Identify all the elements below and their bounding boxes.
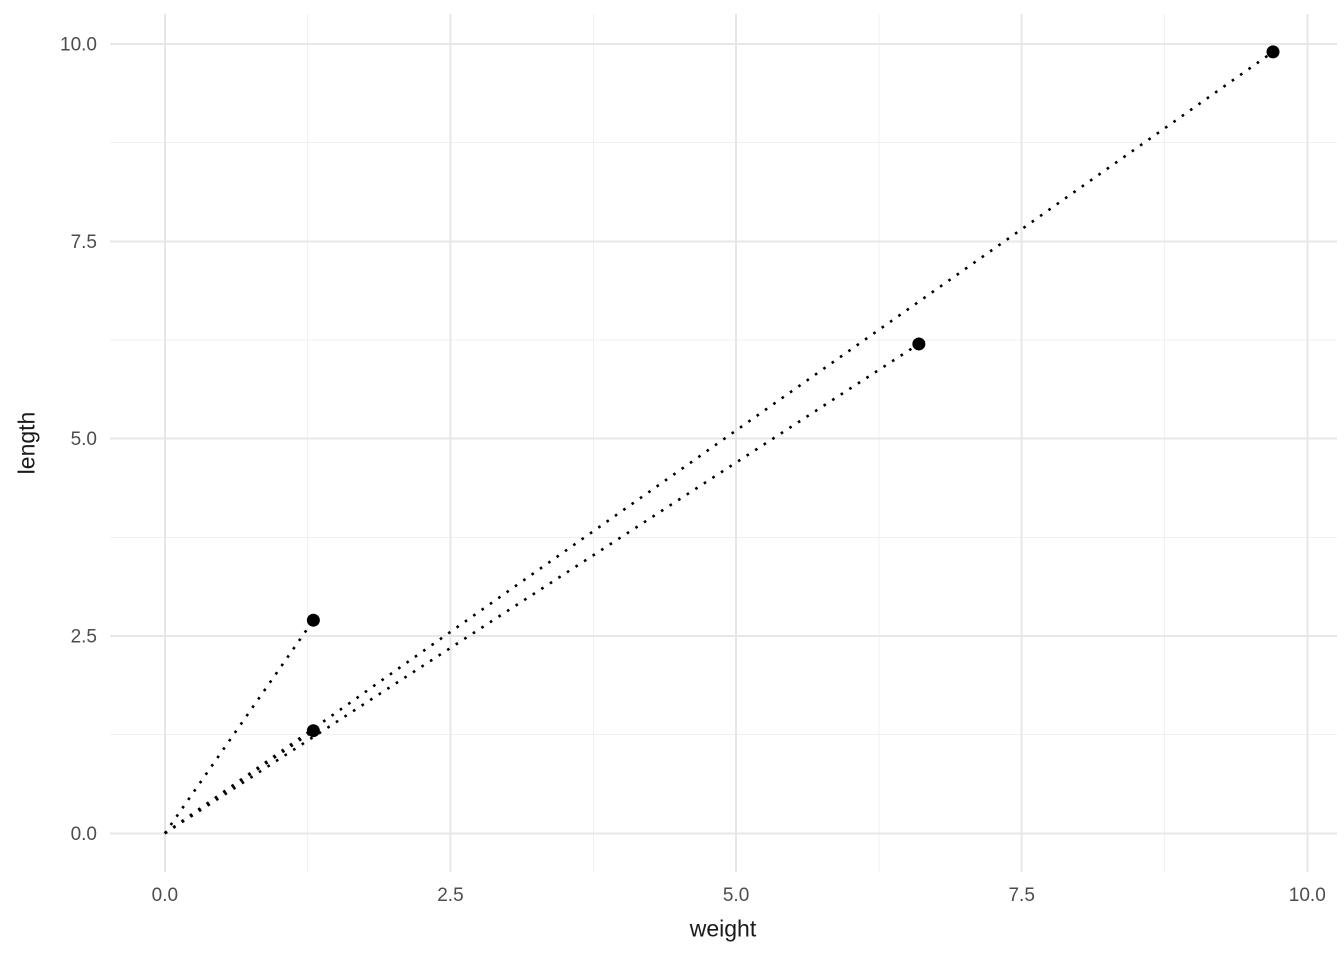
- x-tick-label: 10.0: [1289, 885, 1326, 906]
- x-axis-title: weight: [689, 915, 757, 942]
- origin-segment: [164, 342, 920, 835]
- data-point: [912, 337, 926, 351]
- origin-segment: [163, 619, 315, 835]
- x-tick-label: 0.0: [152, 885, 178, 906]
- x-tick-label: 5.0: [723, 885, 749, 906]
- data-point: [306, 724, 320, 738]
- x-tick-label: 2.5: [437, 885, 463, 906]
- y-axis-title: length: [13, 411, 40, 475]
- origin-segment: [164, 50, 1274, 835]
- y-tick-label: 5.0: [71, 429, 97, 450]
- y-tick-label: 7.5: [71, 232, 97, 253]
- y-tick-label: 10.0: [60, 34, 97, 55]
- y-tick-label: 2.5: [71, 626, 97, 647]
- data-point: [1266, 45, 1280, 59]
- data-point: [306, 613, 320, 627]
- y-tick-label: 0.0: [71, 824, 97, 845]
- x-tick-label: 7.5: [1008, 885, 1034, 906]
